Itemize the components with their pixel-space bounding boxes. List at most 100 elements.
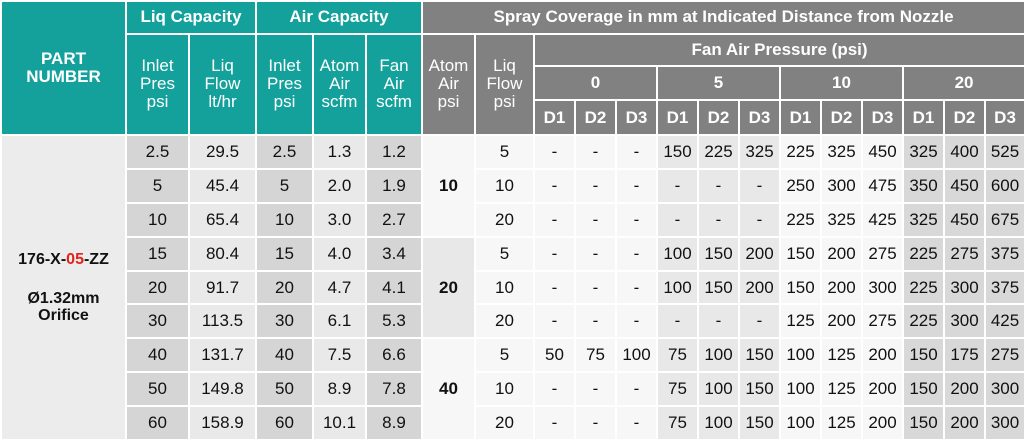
coverage-cell: 600 [983,168,1024,204]
liq-flow-cell: 10 [474,269,535,306]
coverage-cell: 125 [779,303,822,340]
coverage-cell: - [574,235,617,272]
coverage-cell: 250 [779,168,822,204]
coverage-cell: - [656,168,699,204]
capacity-cell: 29.5 [188,134,257,171]
table-row: D1 D2 D3 D1 D2 D3 D1 D2 D3 D1 D2 D3 [1,99,1024,137]
coverage-cell: 200 [861,337,904,374]
coverage-cell: 75 [656,337,699,374]
capacity-cell: 45.4 [188,168,257,204]
capacity-column-header: Fan Air scfm [365,32,423,137]
coverage-cell: 125 [820,371,863,408]
coverage-cell: - [615,134,658,171]
part-number-cell: 176-X-05-ZZ Ø1.32mm Orifice [0,134,127,441]
coverage-cell: 225 [779,134,822,171]
coverage-cell: - [533,235,576,272]
distance-header: D3 [983,99,1024,137]
coverage-cell: 150 [697,269,740,306]
coverage-cell: 400 [943,134,986,171]
table-row: 10 65.4 10 3.0 2.7 20- - - - - -225 325 425 325 450 675 [1,201,1024,238]
coverage-cell: 225 [697,134,740,171]
coverage-cell: 325 [738,134,781,171]
capacity-cell: 40 [255,337,314,374]
coverage-cell: 425 [983,303,1024,340]
capacity-cell: 6.6 [365,337,423,374]
table-row: 30 113.5 30 6.1 5.3 20- - - - - -125 200 275 225 300 42… [1,303,1024,340]
capacity-cell: 7.8 [365,371,423,408]
coverage-cell: 200 [943,371,986,408]
capacity-cell: 8.9 [365,405,423,441]
coverage-cell: - [574,134,617,171]
capacity-cell: 10 [125,201,190,238]
coverage-cell: 175 [943,337,986,374]
capacity-cell: 50 [255,371,314,408]
table-row: 20 91.7 20 4.7 4.1 10- - -100 150 200 150 200 300 225… [1,269,1024,306]
spray-column-header-text: Liq Flow psi [486,56,523,111]
coverage-cell: 525 [983,134,1024,171]
coverage-cell: 275 [943,235,986,272]
distance-header: D2 [943,99,986,137]
capacity-column-header-text: Atom Air scfm [319,56,360,111]
capacity-cell: 2.5 [125,134,190,171]
coverage-cell: 225 [779,201,822,238]
capacity-cell: 15 [255,235,314,272]
capacity-cell: 30 [255,303,314,340]
capacity-cell: 91.7 [188,269,257,306]
coverage-cell: 675 [983,201,1024,238]
capacity-cell: 4.1 [365,269,423,306]
liq-flow-cell: 5 [474,337,535,374]
coverage-cell: - [615,405,658,441]
coverage-cell: 325 [820,134,863,171]
coverage-cell: 350 [902,168,945,204]
coverage-cell: 200 [820,235,863,272]
fan-pressure-header: 5 [656,65,781,102]
atom-air-cell: 10 [421,134,476,238]
liq-flow-cell: 20 [474,201,535,238]
capacity-cell: 20 [125,269,190,306]
table-row: 40 131.7 40 7.5 6.6 40 5 50 75 100 75 100 150 100 125 2… [1,337,1024,441]
distance-header: D1 [779,99,822,137]
coverage-cell: 100 [656,269,699,306]
capacity-cell: 131.7 [188,337,257,374]
coverage-cell: 75 [656,371,699,408]
coverage-cell: 100 [779,405,822,441]
capacity-cell: 4.0 [312,235,367,272]
coverage-cell: 100 [656,235,699,272]
coverage-cell: 100 [615,337,658,374]
capacity-column-header-text: Inlet Pres psi [267,56,302,111]
coverage-cell: - [533,269,576,306]
capacity-cell: 20 [255,269,314,306]
coverage-cell: - [697,168,740,204]
capacity-cell: 5 [125,168,190,204]
coverage-cell: - [615,235,658,272]
coverage-cell: 425 [861,201,904,238]
coverage-cell: 275 [861,235,904,272]
capacity-cell: 3.0 [312,201,367,238]
part-number-header-text: PART NUMBER [26,48,101,86]
capacity-cell: 2.5 [255,134,314,171]
coverage-cell: 150 [738,371,781,408]
coverage-cell: - [615,269,658,306]
coverage-cell: - [615,201,658,238]
coverage-cell: 150 [902,337,945,374]
coverage-cell: 450 [943,201,986,238]
coverage-cell: 200 [820,269,863,306]
distance-header: D1 [533,99,576,137]
spray-column-header: Liq Flow psi [474,32,535,137]
coverage-cell: - [738,303,781,340]
coverage-cell: - [533,371,576,408]
atom-air-cell: 20 [421,235,476,340]
capacity-cell: 15 [125,235,190,272]
part-suffix: -ZZ [83,250,109,268]
capacity-column-header: Inlet Pres psi [255,32,314,137]
spray-column-header-text: Atom Air psi [428,56,469,111]
capacity-cell: 30 [125,303,190,340]
capacity-column-header-text: Liq Flow lt/hr [204,56,241,111]
coverage-cell: 150 [902,371,945,408]
liq-flow-cell: 20 [474,405,535,441]
coverage-cell: - [615,371,658,408]
capacity-cell: 80.4 [188,235,257,272]
part-orifice: Ø1.32mm Orifice [3,290,124,325]
